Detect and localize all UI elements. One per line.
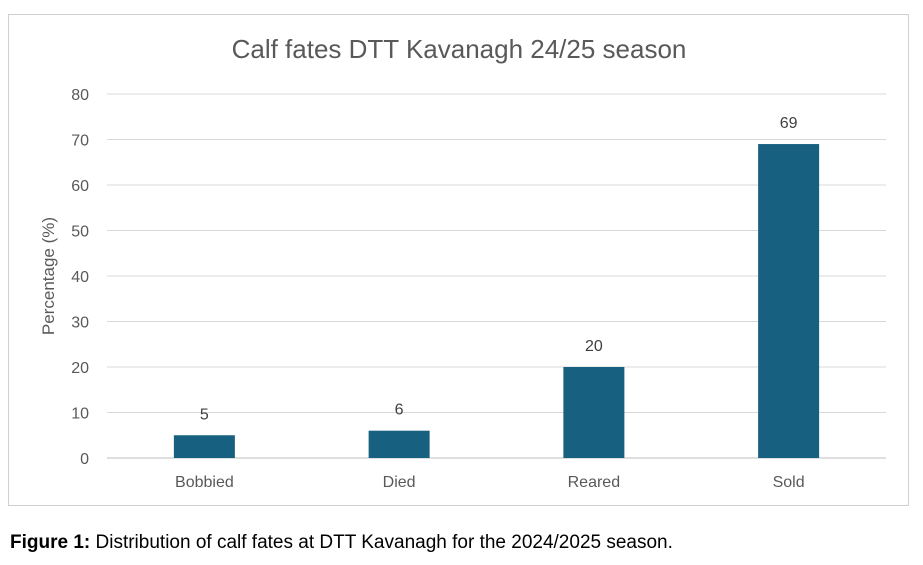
data-label-sold: 69 — [780, 115, 798, 132]
bars — [173, 144, 820, 459]
y-tick-label: 80 — [71, 87, 89, 104]
data-label-reared: 20 — [585, 338, 603, 355]
chart-title: Calf fates DTT Kavanagh 24/25 season — [232, 34, 687, 64]
y-tick-label: 10 — [71, 406, 89, 423]
x-tick-label-reared: Reared — [568, 474, 620, 491]
x-tick-label-bobbied: Bobbied — [175, 474, 234, 491]
y-tick-label: 0 — [80, 451, 89, 468]
y-tick-label: 60 — [71, 178, 89, 195]
data-labels: 5 6 20 69 — [200, 115, 798, 423]
data-label-died: 6 — [395, 402, 404, 419]
gridlines — [107, 93, 886, 459]
caption-label: Figure 1: — [10, 532, 91, 553]
bar-sold — [758, 144, 820, 459]
y-tick-label: 40 — [71, 269, 89, 286]
x-axis-ticks: Bobbied Died Reared Sold — [175, 474, 805, 491]
caption-text: Distribution of calf fates at DTT Kavana… — [90, 532, 673, 553]
y-tick-label: 50 — [71, 224, 89, 241]
y-tick-label: 70 — [71, 133, 89, 150]
y-axis-ticks: 0 10 20 30 40 50 60 70 80 — [71, 87, 89, 468]
y-tick-label: 30 — [71, 315, 89, 332]
x-tick-label-sold: Sold — [773, 474, 805, 491]
x-tick-label-died: Died — [383, 474, 416, 491]
data-label-bobbied: 5 — [200, 406, 209, 423]
bar-reared — [563, 367, 625, 458]
y-tick-label: 20 — [71, 360, 89, 377]
figure-caption: Figure 1: Distribution of calf fates at … — [10, 532, 673, 554]
y-axis-title: Percentage (%) — [39, 217, 58, 335]
bar-died — [368, 430, 430, 458]
bar-bobbied — [173, 435, 235, 458]
